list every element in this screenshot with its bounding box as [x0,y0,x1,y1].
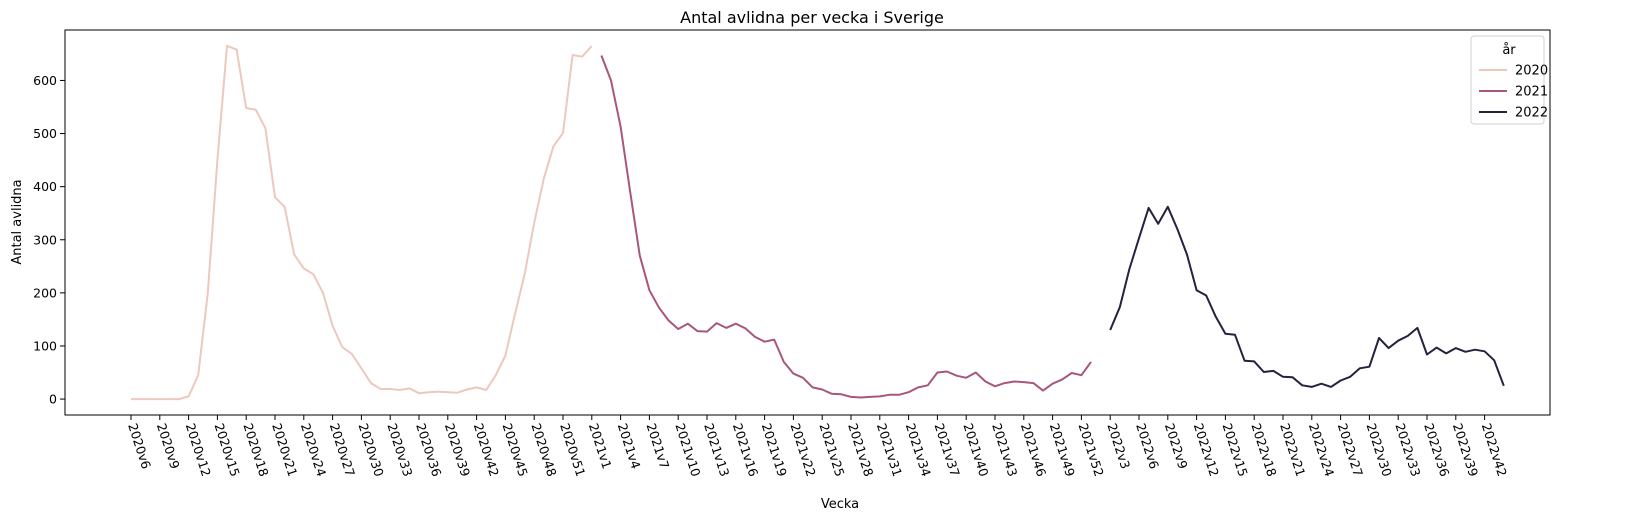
x-tick-label: 2020v39 [442,421,473,478]
x-tick-label: 2022v9 [1162,421,1191,471]
x-tick-label: 2020v24 [298,421,329,478]
x-tick-label: 2022v36 [1421,421,1452,478]
x-tick-label: 2021v49 [1047,421,1078,478]
y-axis-label: Antal avlidna [10,179,25,264]
x-tick-label: 2022v42 [1479,421,1510,478]
y-tick-label: 500 [33,126,57,141]
x-tick-label: 2021v43 [989,421,1020,478]
y-tick-label: 600 [33,73,57,88]
x-tick-label: 2020v36 [413,421,444,478]
x-tick-label: 2021v37 [932,421,963,478]
plot-area [64,29,1551,416]
x-axis-label: Vecka [821,497,859,512]
x-tick-label: 2021v28 [845,421,876,478]
x-tick-label: 2020v9 [154,421,183,471]
x-tick-label: 2021v1 [586,421,615,470]
x-tick-label: 2021v34 [903,421,934,478]
y-tick-label: 200 [33,285,57,300]
x-tick-label: 2022v3 [1104,421,1133,470]
y-axis: 0 100 200 300 400 500 600 [33,73,65,407]
x-tick-label: 2020v15 [212,421,243,478]
y-tick-label: 400 [33,179,57,194]
x-tick-label: 2020v6 [125,421,154,471]
x-tick-label: 2020v51 [557,421,588,478]
series-line-2020 [131,44,593,401]
x-tick-label: 2021v19 [759,421,790,478]
legend-box [1470,35,1545,125]
legend-label-2021: 2021 [1515,85,1548,100]
x-tick-label: 2021v13 [701,421,732,478]
x-axis: 2020v6 2020v9 2020v122020v152020v182020v21… [125,415,1510,478]
x-tick-label: 2022v12 [1191,421,1222,478]
x-tick-label: 2022v33 [1392,421,1423,478]
y-tick-label: 100 [33,338,57,353]
x-tick-label: 2021v7 [644,421,673,470]
legend-label-2022: 2022 [1515,106,1548,121]
series-line-2021 [600,55,1092,399]
x-tick-label: 2021v40 [960,421,991,478]
x-tick-label: 2020v12 [183,421,214,478]
x-tick-label: 2020v18 [240,421,271,478]
x-tick-label: 2020v33 [384,421,415,478]
legend: år 2020 2021 2022 [1470,35,1548,125]
x-tick-label: 2022v18 [1248,421,1279,478]
x-tick-label: 2020v27 [327,421,358,478]
x-tick-label: 2022v6 [1133,421,1162,471]
x-tick-label: 2020v48 [528,421,559,478]
y-tick-label: 300 [33,232,57,247]
x-tick-label: 2021v10 [672,421,703,478]
x-tick-label: 2022v21 [1277,421,1308,478]
x-tick-label: 2021v22 [788,421,819,478]
x-tick-label: 2021v16 [730,421,761,478]
x-tick-label: 2020v42 [471,421,502,478]
x-tick-label: 2021v4 [615,421,644,471]
x-tick-label: 2022v24 [1306,421,1337,478]
legend-label-2020: 2020 [1515,64,1548,79]
x-tick-label: 2020v21 [269,421,300,478]
x-tick-label: 2021v31 [874,421,905,478]
x-tick-label: 2022v39 [1450,421,1481,478]
chart-title: Antal avlidna per vecka i Sverige [680,8,944,27]
y-tick-label: 0 [49,392,57,407]
x-tick-label: 2021v46 [1018,421,1049,478]
x-tick-label: 2022v27 [1335,421,1366,478]
x-tick-label: 2022v15 [1220,421,1251,478]
series-lines [131,44,1505,401]
x-tick-label: 2020v45 [500,421,531,478]
x-tick-label: 2022v30 [1364,421,1395,478]
legend-title: år [1502,43,1516,58]
x-tick-label: 2021v52 [1076,421,1107,478]
x-tick-label: 2020v30 [356,421,387,478]
x-tick-label: 2021v25 [816,421,847,478]
series-line-2022 [1109,205,1505,388]
